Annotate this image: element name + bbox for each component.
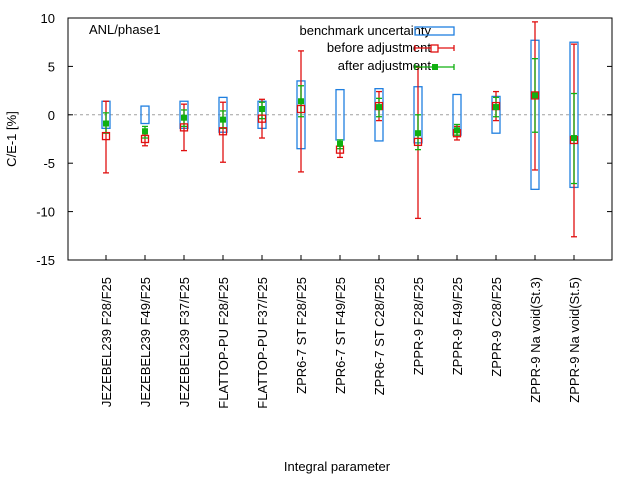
after-point	[415, 130, 421, 137]
legend-label-after: after adjustment	[338, 58, 432, 73]
after-point	[337, 140, 343, 147]
y-tick-label: 0	[48, 108, 55, 123]
x-tick-label: JEZEBEL239 F37/F25	[177, 277, 192, 407]
before-point	[413, 137, 423, 147]
marks-layer	[101, 21, 579, 238]
before-point	[179, 123, 189, 132]
legend-key-before-point	[430, 44, 439, 53]
x-tick-label: ZPR6-7 ST F49/F25	[333, 277, 348, 394]
legend: benchmark uncertainty before adjustment …	[299, 23, 455, 73]
y-tick-label: 10	[41, 11, 55, 26]
before-point	[530, 91, 540, 100]
after-point	[376, 104, 382, 111]
x-tick-label: ZPR6-7 ST C28/F25	[372, 277, 387, 395]
x-tick-label: ZPPR-9 Na void(St.3)	[528, 277, 543, 403]
after-point	[454, 127, 460, 134]
after-point	[181, 114, 187, 121]
x-tick-label: FLATTOP-PU F28/F25	[216, 277, 231, 409]
legend-label-before: before adjustment	[327, 40, 431, 55]
before-point	[101, 131, 111, 141]
x-axis-label: Integral parameter	[284, 459, 391, 474]
x-tick-label: JEZEBEL239 F28/F25	[99, 277, 114, 407]
after-point	[571, 135, 577, 142]
before-point	[140, 134, 150, 144]
after-point	[220, 116, 226, 123]
benchmark-box	[374, 88, 384, 142]
axes-layer: -15 -10 -5 0 5 10 JEZEBEL239 F28/F25 JEZEBEL239…	[36, 11, 613, 409]
x-tick-label: ZPPR-9 F49/F25	[450, 277, 465, 375]
annotation-label: ANL/phase1	[89, 22, 161, 37]
legend-key-after-point	[432, 64, 438, 70]
benchmark-box	[140, 105, 150, 125]
before-point	[296, 104, 306, 114]
after-point	[298, 98, 304, 105]
y-tick-label: -15	[36, 253, 55, 268]
after-point	[493, 104, 499, 111]
legend-key-benchmark	[414, 26, 455, 36]
x-tick-label: ZPR6-7 ST F28/F25	[294, 277, 309, 394]
before-point	[218, 127, 228, 136]
x-tick-label: FLATTOP-PU F37/F25	[255, 277, 270, 409]
x-tick-label: ZPPR-9 C28/F25	[489, 277, 504, 377]
y-tick-label: -10	[36, 205, 55, 220]
after-point	[532, 92, 538, 99]
before-point	[257, 114, 267, 123]
x-tick-label: JEZEBEL239 F49/F25	[138, 277, 153, 407]
y-axis-label: C/E-1 [%]	[4, 111, 19, 167]
after-point	[259, 105, 265, 112]
x-tick-label: ZPPR-9 F28/F25	[411, 277, 426, 375]
before-errorbar	[103, 100, 109, 174]
legend-label-benchmark: benchmark uncertainty	[299, 23, 431, 38]
y-tick-label: 5	[48, 59, 55, 74]
x-tick-label: ZPPR-9 Na void(St.5)	[567, 277, 582, 403]
after-point	[103, 120, 109, 127]
y-tick-label: -5	[43, 156, 55, 171]
after-point	[142, 128, 148, 135]
